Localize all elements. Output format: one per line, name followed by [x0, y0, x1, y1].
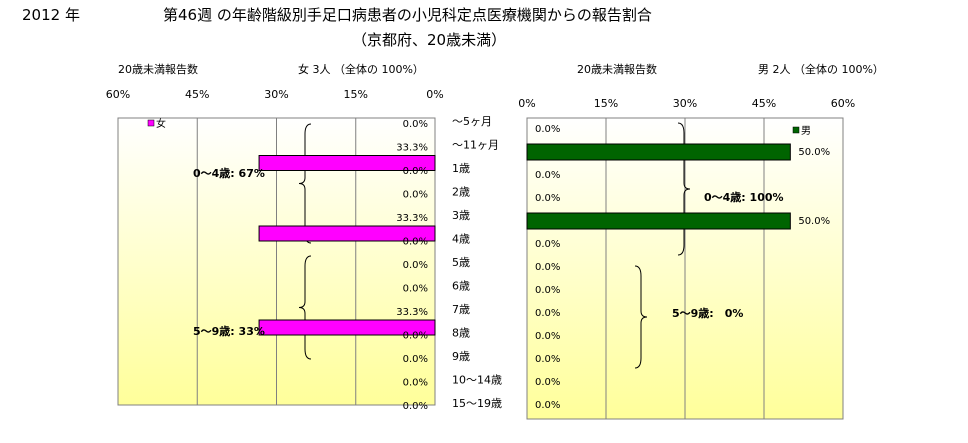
left-value-label: 0.0%	[403, 166, 428, 177]
right-value-label: 0.0%	[535, 308, 560, 319]
category-label: ～5ヶ月	[452, 115, 492, 128]
left-value-label: 33.3%	[396, 307, 428, 318]
left-annotation-5-9: 5～9歳: 33%	[193, 324, 265, 338]
right-value-label: 0.0%	[535, 377, 560, 388]
right-value-label: 0.0%	[535, 262, 560, 273]
left-bar	[258, 225, 436, 242]
right-legend-label: 男	[801, 125, 811, 137]
right-value-label: 0.0%	[535, 124, 560, 135]
right-value-label: 0.0%	[535, 285, 560, 296]
year-label: 2012 年	[22, 6, 80, 24]
right-x-tick-label: 45%	[752, 97, 776, 110]
left-value-label: 0.0%	[403, 119, 428, 130]
left-x-tick-label: 0%	[426, 88, 443, 101]
right-annotation-0-4: 0～4歳: 100%	[704, 190, 784, 204]
category-label: 5歳	[452, 256, 470, 269]
left-total: 女 3人 （全体の 100%）	[298, 63, 424, 76]
left-value-label: 0.0%	[403, 237, 428, 248]
category-label: 9歳	[452, 350, 470, 363]
left-value-label: 0.0%	[403, 354, 428, 365]
category-label: 15～19歳	[452, 397, 502, 410]
right-subtitle: 20歳未満報告数	[577, 63, 657, 76]
left-value-label: 0.0%	[403, 190, 428, 201]
category-label: 6歳	[452, 280, 470, 293]
right-x-tick-label: 0%	[518, 97, 535, 110]
left-bar	[258, 155, 436, 171]
left-value-label: 0.0%	[403, 260, 428, 271]
left-value-label: 0.0%	[403, 378, 428, 389]
left-subtitle: 20歳未満報告数	[118, 63, 198, 76]
category-label: 3歳	[452, 209, 470, 222]
category-label: 8歳	[452, 327, 470, 340]
right-x-tick-label: 30%	[673, 97, 697, 110]
right-brace-0-4	[677, 122, 691, 256]
chart-subtitle: （京都府、20歳未満）	[352, 31, 507, 49]
category-label: 10～14歳	[452, 374, 502, 387]
chart-title: 第46週 の年齢階級別手足口病患者の小児科定点医療機関からの報告割合	[163, 6, 652, 24]
right-value-label: 50.0%	[798, 216, 830, 227]
left-brace-5-9	[298, 255, 312, 360]
category-label: 2歳	[452, 186, 470, 199]
right-value-label: 0.0%	[535, 331, 560, 342]
right-value-label: 50.0%	[798, 147, 830, 158]
left-value-label: 33.3%	[396, 143, 428, 154]
right-brace-5-9	[634, 265, 648, 369]
left-value-label: 0.0%	[403, 284, 428, 295]
right-value-label: 0.0%	[535, 400, 560, 411]
category-label: 4歳	[452, 233, 470, 246]
right-x-tick-label: 15%	[594, 97, 618, 110]
left-annotation-0-4: 0～4歳: 67%	[193, 166, 265, 180]
left-bar	[258, 319, 436, 336]
left-legend-label: 女	[156, 117, 166, 130]
left-value-label: 33.3%	[396, 213, 428, 224]
left-x-tick-label: 30%	[264, 88, 288, 101]
right-bar	[526, 212, 791, 230]
right-value-label: 0.0%	[535, 193, 560, 204]
left-legend-marker	[147, 119, 155, 127]
right-legend-marker	[792, 126, 800, 134]
left-value-label: 0.0%	[403, 401, 428, 412]
category-label: ～11ヶ月	[452, 139, 499, 152]
right-value-label: 0.0%	[535, 354, 560, 365]
right-x-tick-label: 60%	[831, 97, 855, 110]
category-label: 7歳	[452, 303, 470, 316]
right-value-label: 0.0%	[535, 239, 560, 250]
left-x-tick-label: 45%	[185, 88, 209, 101]
right-bar	[526, 143, 791, 161]
right-value-label: 0.0%	[535, 170, 560, 181]
right-total: 男 2人 （全体の 100%）	[758, 63, 884, 76]
left-x-tick-label: 15%	[344, 88, 368, 101]
category-label: 1歳	[452, 162, 470, 175]
left-value-label: 0.0%	[403, 331, 428, 342]
left-x-tick-label: 60%	[106, 88, 130, 101]
right-annotation-5-9: 5～9歳: 0%	[672, 306, 743, 320]
